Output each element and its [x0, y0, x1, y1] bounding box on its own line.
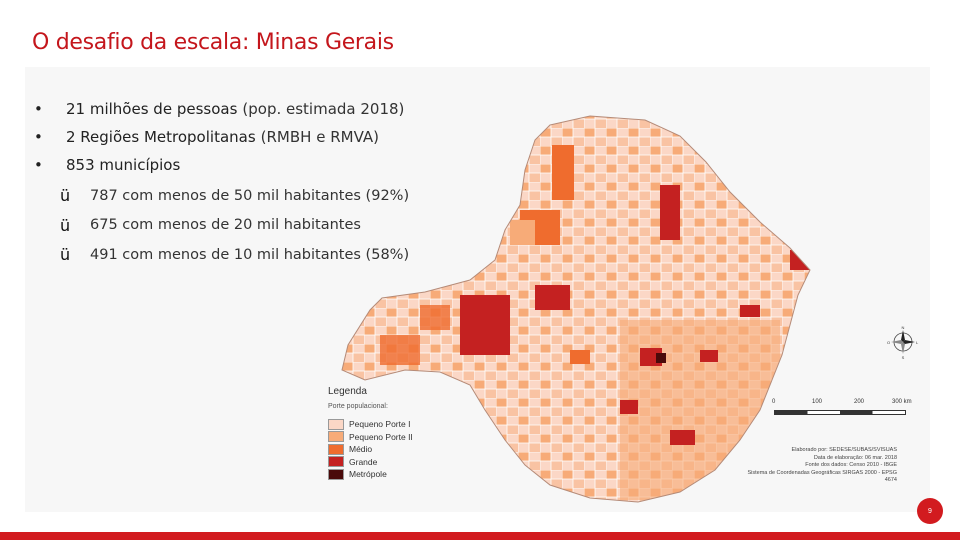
compass-rose-icon: N S O L: [887, 325, 919, 359]
legend-label: Médio: [349, 444, 373, 455]
scale-tick-label: 0: [772, 399, 776, 405]
choropleth-map: [341, 115, 811, 503]
scale-bar-graphic: [774, 410, 906, 415]
map-credits: Elaborado por: SEDESE/SUBAS/SVISUAS Data…: [742, 447, 898, 485]
check-item: ü 787 com menos de 50 mil habitantes (92…: [60, 181, 409, 211]
compass-south-label: S: [902, 355, 905, 359]
legend-item: Metrópole: [328, 468, 438, 481]
legend-label: Pequeno Porte I: [349, 419, 411, 430]
bullet-marker: •: [34, 156, 43, 174]
check-item: ü 491 com menos de 10 mil habitantes (58…: [60, 240, 409, 270]
legend-item: Pequeno Porte I: [328, 418, 438, 431]
legend-swatch: [328, 468, 344, 480]
credit-line: Elaborado por: SEDESE/SUBAS/SVISUAS: [791, 447, 897, 453]
legend-swatch: [328, 443, 344, 455]
credit-line: Sistema de Coordenadas Geográficas SIRGA…: [747, 469, 898, 484]
check-mark-icon: ü: [60, 186, 71, 206]
legend-swatch: [328, 456, 344, 468]
bullet-item-population: • 21 milhões de pessoas (pop. estimada 2…: [34, 95, 404, 123]
scale-tick-label: 200: [854, 399, 865, 405]
bullet-detail-text: (RMBH e RMVA): [260, 128, 379, 146]
check-mark-icon: ü: [60, 215, 71, 235]
legend-label: Grande: [349, 456, 378, 467]
check-list: ü 787 com menos de 50 mil habitantes (92…: [60, 181, 409, 270]
bullet-item-metro-regions: • 2 Regiões Metropolitanas (RMBH e RMVA): [34, 123, 404, 151]
legend-swatch: [328, 431, 344, 443]
bullet-strong-text: 2 Regiões Metropolitanas: [66, 128, 256, 146]
check-item-text: 675 com menos de 20 mil habitantes: [90, 217, 361, 234]
scale-bar: 0 100 200 300 km: [772, 398, 912, 422]
bullet-marker: •: [34, 128, 43, 146]
check-mark-icon: ü: [60, 245, 71, 265]
page-number-badge: 9: [917, 498, 943, 524]
bullet-marker: •: [34, 100, 43, 118]
bullet-detail-text: (pop. estimada 2018): [242, 100, 405, 118]
footer-bar: [0, 532, 960, 540]
check-item-text: 787 com menos de 50 mil habitantes (92%): [90, 187, 410, 204]
compass-north-label: N: [902, 325, 905, 330]
page-title: O desafio da escala: Minas Gerais: [32, 30, 394, 55]
bullet-strong-text: 21 milhões de pessoas: [66, 100, 238, 118]
legend-item: Médio: [328, 443, 438, 456]
compass-east-label: L: [916, 340, 919, 345]
legend-label: Pequeno Porte II: [349, 431, 413, 442]
legend-subtitle: Porte populacional:: [328, 403, 388, 410]
compass-west-label: O: [887, 340, 890, 345]
check-item-text: 491 com menos de 10 mil habitantes (58%): [90, 246, 410, 263]
check-item: ü 675 com menos de 20 mil habitantes: [60, 211, 409, 241]
bullet-item-municipalities: • 853 municípios: [34, 151, 404, 179]
legend-swatch: [328, 418, 344, 430]
legend-label: Metrópole: [349, 469, 387, 480]
bullet-list: • 21 milhões de pessoas (pop. estimada 2…: [34, 95, 404, 179]
map-legend: Legenda Porte populacional: Pequeno Port…: [328, 386, 438, 481]
legend-item: Grande: [328, 456, 438, 469]
scale-tick-label: 300 km: [892, 399, 912, 405]
legend-title: Legenda: [328, 386, 367, 397]
legend-item: Pequeno Porte II: [328, 431, 438, 444]
credit-line: Fonte dos dados: Censo 2010 - IBGE: [805, 462, 897, 469]
credit-line: Data de elaboração: 06 mar. 2018: [813, 454, 897, 461]
bullet-strong-text: 853 municípios: [66, 156, 181, 174]
scale-tick-label: 100: [812, 399, 823, 405]
